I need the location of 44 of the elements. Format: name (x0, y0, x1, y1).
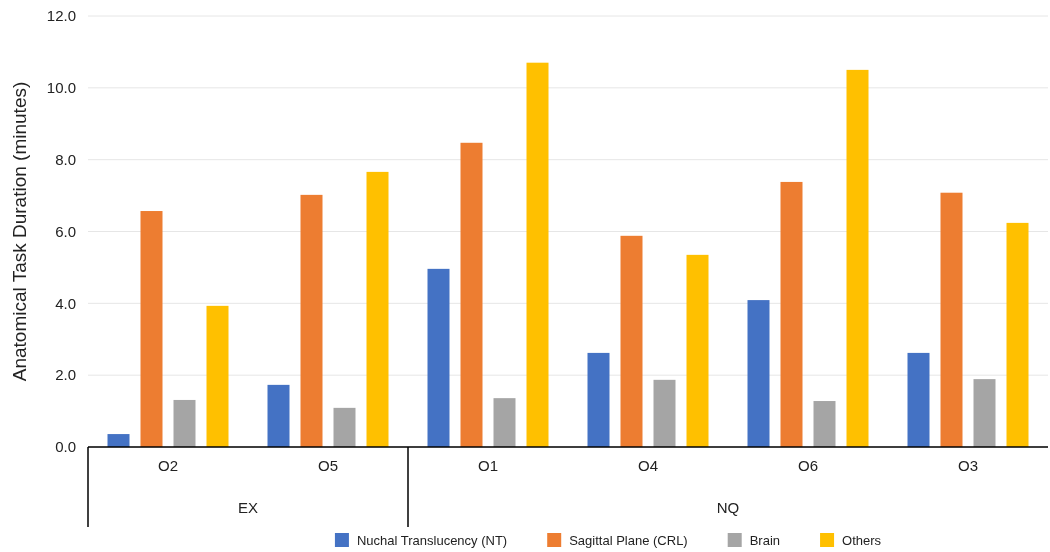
bar (747, 300, 770, 447)
y-tick-label: 6.0 (55, 222, 76, 240)
legend-label: Others (842, 533, 882, 548)
bar (206, 305, 229, 447)
text: EX (237, 499, 259, 516)
bar (300, 194, 323, 447)
x-tick-label: O5 (317, 457, 339, 474)
y-tick-label: 0.0 (55, 438, 76, 456)
bar (907, 352, 930, 447)
bar (587, 352, 610, 447)
bar (140, 211, 163, 447)
bar (973, 379, 996, 447)
bar (493, 398, 516, 447)
y-tick-label: 4.0 (55, 294, 76, 312)
bar (460, 142, 483, 447)
bar (173, 399, 196, 447)
bar (366, 171, 389, 447)
bar (846, 69, 869, 447)
bar (107, 434, 130, 447)
y-tick-label: 8.0 (55, 150, 76, 168)
bar (333, 407, 356, 447)
x-tick-label: O4 (637, 457, 659, 474)
legend-label: Sagittal Plane (CRL) (569, 533, 688, 548)
x-tick-label: O6 (797, 457, 819, 474)
bar (653, 379, 676, 447)
x-tick-label: O1 (477, 457, 499, 474)
text: NQ (716, 499, 740, 516)
bar (813, 401, 836, 447)
bar (1006, 222, 1029, 447)
bar (686, 254, 709, 447)
y-tick-label: 2.0 (55, 366, 76, 384)
x-tick-label: O3 (957, 457, 979, 474)
bar (620, 235, 643, 447)
legend-label: Brain (749, 533, 781, 548)
bar (427, 268, 450, 447)
bar (526, 62, 549, 447)
bar (940, 192, 963, 447)
x-tick-label: O2 (157, 457, 179, 474)
y-tick-label: 10.0 (46, 79, 76, 97)
y-axis-title: Anatomical Task Duration (minutes) (9, 81, 30, 382)
bar (780, 181, 803, 447)
legend-label: Nuchal Translucency (NT) (356, 533, 508, 548)
bar (267, 384, 290, 447)
y-tick-label: 12.0 (46, 7, 76, 25)
